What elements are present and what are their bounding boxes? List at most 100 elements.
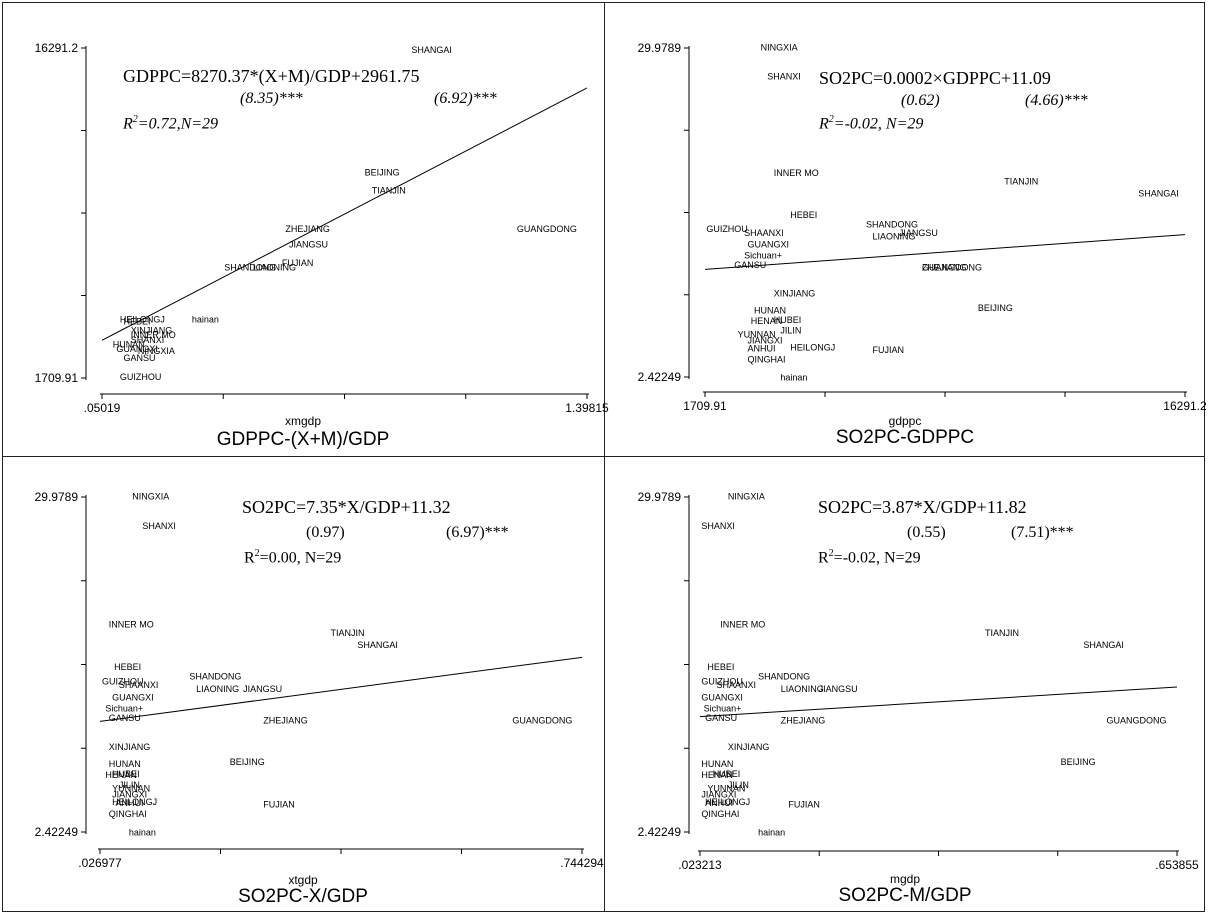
point-label: TIANJIN bbox=[1004, 176, 1038, 186]
point-label: GUANGDONG bbox=[512, 715, 572, 725]
point-label: GANSU bbox=[124, 353, 156, 363]
t-value-2: (4.66)*** bbox=[1025, 92, 1088, 109]
point-label: BEIJING bbox=[230, 757, 265, 767]
point-label: INNER MO bbox=[720, 619, 765, 629]
point-label: LIAONING bbox=[196, 684, 239, 694]
point-label: NINGXIA bbox=[132, 492, 169, 502]
point-label: GUANGDONG bbox=[1107, 715, 1167, 725]
point-label: LIAONING bbox=[873, 231, 916, 241]
y-tick-label-max: 29.9789 bbox=[638, 490, 682, 504]
x-tick-label-max: .744294 bbox=[560, 856, 604, 870]
point-label: SHANGAI bbox=[411, 45, 452, 55]
regression-line bbox=[99, 656, 583, 722]
point-label: HEBEI bbox=[114, 662, 141, 672]
regression-line bbox=[699, 686, 1178, 718]
point-label: ZHEJIANG bbox=[922, 262, 967, 272]
chart-title: SO2PC-X/GDP bbox=[238, 886, 368, 907]
point-label: TIANJIN bbox=[985, 628, 1019, 638]
point-label: GANSU bbox=[109, 713, 141, 723]
point-label: YUNNAN bbox=[112, 784, 150, 794]
point-label: GUANGXI bbox=[112, 692, 154, 702]
chart-panel-so2pc-gdppc: 2.42249 29.9789 1709.91 16291.2 NINGXIA SHANX… bbox=[605, 2, 1207, 456]
r-squared-value: =0.00, N=29 bbox=[259, 549, 342, 567]
point-label: GUIZHOU bbox=[701, 677, 743, 687]
x-tick-label-min: 1709.91 bbox=[683, 399, 727, 413]
point-label: INNER MO bbox=[109, 619, 154, 629]
point-label: ZHEJIANG bbox=[781, 715, 826, 725]
point-label: HEBEI bbox=[790, 210, 817, 220]
point-label: hainan bbox=[758, 827, 785, 837]
x-axis-label: xmgdp bbox=[284, 414, 322, 428]
panel-divider-horizontal bbox=[2, 456, 1205, 457]
t-value-2: (6.92)*** bbox=[434, 90, 497, 107]
point-label: SHANGAI bbox=[357, 640, 398, 650]
point-label: FUJIAN bbox=[282, 258, 314, 268]
x-axis-label: mgdp bbox=[889, 872, 921, 886]
t-value-1: (0.55) bbox=[907, 524, 946, 541]
y-tick-label-min: 2.42249 bbox=[35, 825, 79, 839]
r-squared-value: =-0.02, N=29 bbox=[833, 115, 924, 133]
regression-line bbox=[101, 87, 588, 341]
point-label: HEILONGJ bbox=[790, 342, 835, 352]
point-label: ANHUI bbox=[705, 798, 733, 808]
point-label: BEIJING bbox=[365, 167, 400, 177]
point-label: HEBEI bbox=[707, 662, 734, 672]
x-tick-label-min: .05019 bbox=[84, 401, 121, 415]
x-tick-label-max: 16291.2 bbox=[1163, 399, 1207, 413]
y-tick-label-min: 2.42249 bbox=[638, 825, 682, 839]
scatter-plot-svg: 2.42249 29.9789 .023213 .653855 NINGXIA SHANX… bbox=[638, 490, 1199, 872]
point-label: HENAN bbox=[701, 770, 733, 780]
t-value-1: (8.35)*** bbox=[240, 90, 303, 107]
point-label: INNER MO bbox=[131, 330, 176, 340]
point-label: GUANGDONG bbox=[922, 262, 982, 272]
point-label: GUANGDONG bbox=[517, 224, 577, 234]
point-label: HUNAN bbox=[113, 339, 145, 349]
point-label: HEILONGJ bbox=[120, 314, 165, 324]
point-label: Sichuan+ bbox=[704, 703, 742, 713]
point-label: XINJIANG bbox=[728, 742, 770, 752]
point-label: FUJIAN bbox=[263, 799, 295, 809]
point-label: GUANGXI bbox=[116, 344, 158, 354]
r-squared-label: R2=0.72,N=29 bbox=[123, 114, 219, 133]
point-label: Sichuan+ bbox=[744, 250, 782, 260]
scatter-plot-svg: 1709.91 16291.2 .05019 1.39815 SHANGAI BEIJIN… bbox=[35, 41, 609, 415]
point-label: QINGHAI bbox=[747, 354, 785, 364]
point-label: NINGXIA bbox=[728, 492, 765, 502]
chart-title: SO2PC-M/GDP bbox=[838, 885, 972, 906]
point-label: JILIN bbox=[119, 780, 140, 790]
point-label: HEILONGJ bbox=[112, 797, 157, 807]
point-label: LIAONING bbox=[781, 684, 824, 694]
r-squared-value: =-0.02, N=29 bbox=[833, 549, 921, 567]
t-value-1: (0.97) bbox=[306, 524, 345, 541]
regression-equation: SO2PC=0.0002×GDPPC+11.09 bbox=[819, 68, 1051, 88]
point-label: FUJIAN bbox=[873, 345, 905, 355]
point-label: SHAANXI bbox=[744, 228, 784, 238]
r-squared-base: R bbox=[819, 115, 829, 133]
point-label: ANHUI bbox=[115, 798, 143, 808]
point-label: QINGHAI bbox=[701, 809, 739, 819]
point-label: BEIJING bbox=[978, 303, 1013, 313]
r-squared-label: R2=0.00, N=29 bbox=[244, 548, 342, 567]
point-label: ZHEJIANG bbox=[285, 224, 330, 234]
x-axis-label: xtgdp bbox=[288, 873, 318, 887]
point-label: JILIN bbox=[780, 326, 801, 336]
x-tick-label-max: 1.39815 bbox=[565, 401, 609, 415]
point-label: HUNAN bbox=[754, 305, 786, 315]
point-label: HENAN bbox=[105, 770, 137, 780]
y-tick-label-min: 1709.91 bbox=[35, 371, 79, 385]
point-label: BEIJING bbox=[1061, 757, 1096, 767]
r-squared-base: R bbox=[244, 549, 255, 567]
point-label: HEBEI bbox=[124, 317, 151, 327]
point-label: HENAN bbox=[751, 316, 783, 326]
point-label: SHANDONG bbox=[758, 672, 810, 682]
point-label: XINJIANG bbox=[131, 326, 173, 336]
x-tick-label-max: .653855 bbox=[1155, 858, 1199, 872]
point-label: SHANDONG bbox=[224, 262, 276, 272]
chart-panel-so2pc-xgdp: 2.42249 29.9789 .026977 .744294 NINGXIA SHANX… bbox=[2, 457, 604, 912]
point-label: QINGHAI bbox=[109, 809, 147, 819]
point-label: GANSU bbox=[734, 260, 766, 270]
point-label: HUNAN bbox=[109, 759, 141, 769]
point-label: Sichuan+ bbox=[105, 703, 143, 713]
point-label: SHANDONG bbox=[189, 672, 241, 682]
